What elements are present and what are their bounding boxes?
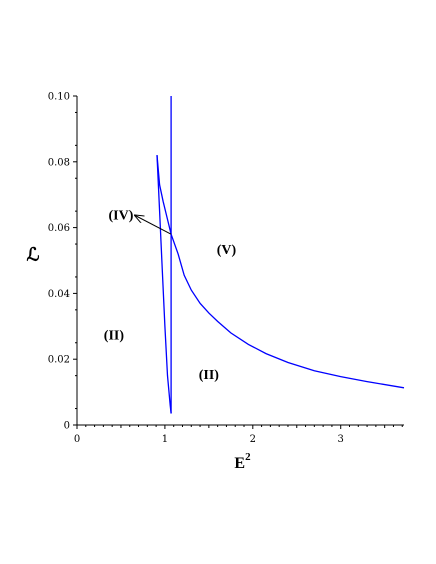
y-tick-label: 0.02 <box>48 355 70 366</box>
x-axis-label-superscript: 2 <box>245 451 251 463</box>
y-tick-label: 0.04 <box>48 289 70 300</box>
x-axis-label-base: E <box>234 455 245 472</box>
series-line-1 <box>156 155 405 389</box>
series-group <box>156 96 405 414</box>
y-axis-label: ℒ <box>27 245 40 265</box>
annotation-arrow <box>135 215 172 235</box>
region-label: (II) <box>104 328 125 343</box>
series-line-2 <box>156 155 172 414</box>
y-tick-label: 0 <box>64 421 70 432</box>
x-tick-label: 3 <box>338 434 344 445</box>
y-tick-label: 0.08 <box>48 157 70 168</box>
tick-group: 0 0.02 0.04 0.06 0.08 0.10 0 1 2 3 <box>48 92 403 445</box>
y-tick-label: 0.10 <box>48 92 70 103</box>
region-label: (II) <box>199 368 220 383</box>
y-tick-label: 0.06 <box>48 223 70 234</box>
annotation-group: (IV) (V) (II) (II) <box>104 208 237 383</box>
region-label: (V) <box>217 243 237 258</box>
x-tick-label: 2 <box>250 434 256 445</box>
region-label: (IV) <box>109 208 134 223</box>
x-axis-label: E2 <box>234 451 251 472</box>
x-tick-label: 0 <box>74 434 80 445</box>
x-tick-label: 1 <box>162 434 168 445</box>
